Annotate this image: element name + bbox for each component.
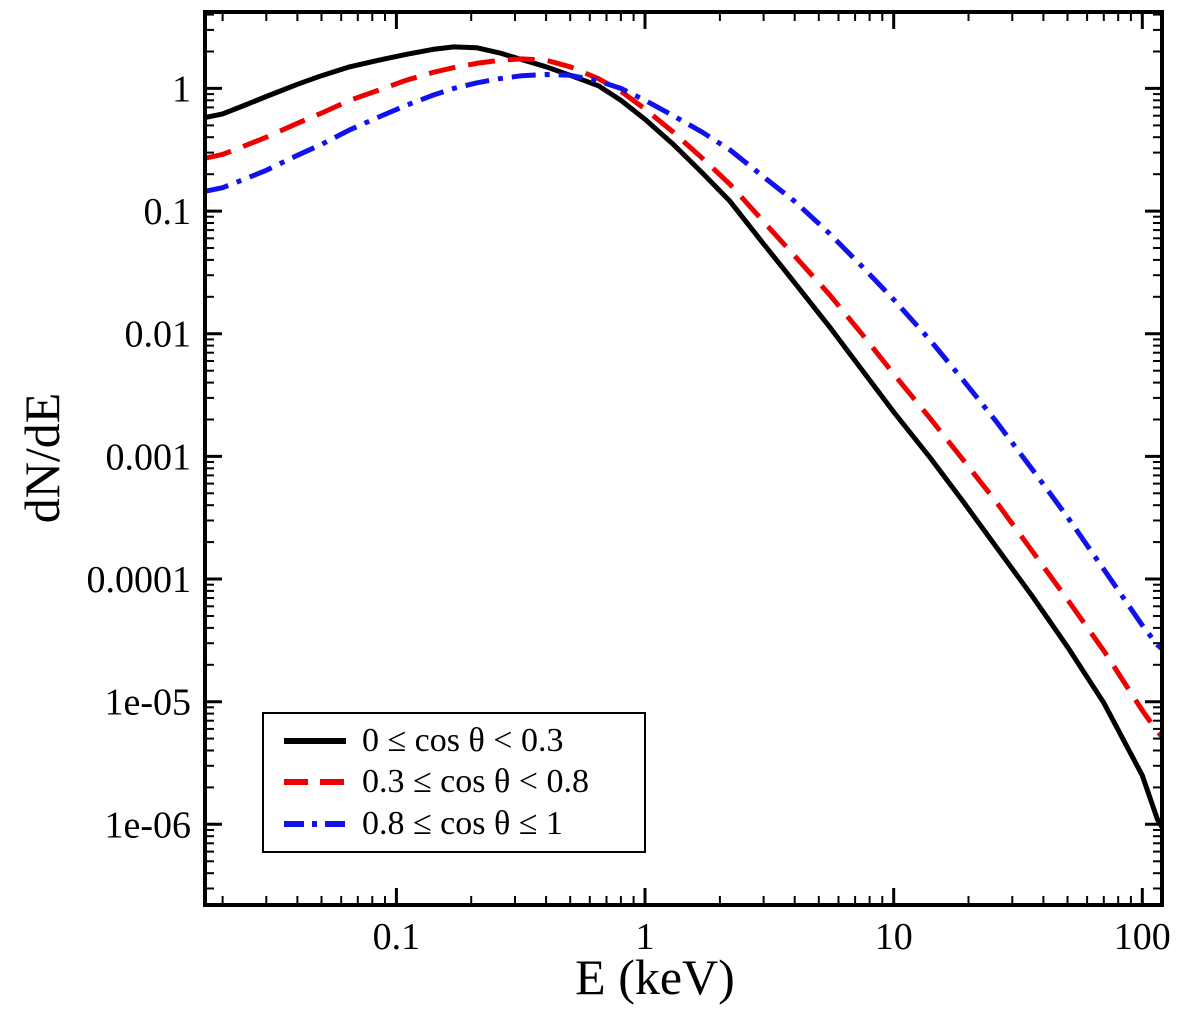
svg-text:0.001: 0.001 (106, 436, 192, 478)
legend: 0 ≤ cos θ < 0.3 0.3 ≤ cos θ < 0.8 0.8 ≤ … (262, 712, 646, 853)
legend-line-solid-black-icon (284, 737, 346, 744)
svg-text:0.0001: 0.0001 (87, 559, 192, 601)
legend-label: 0.3 ≤ cos θ < 0.8 (362, 763, 589, 801)
legend-line-dashdot-blue-icon (284, 821, 346, 828)
svg-text:0.1: 0.1 (373, 916, 421, 958)
legend-item-cos-03-08: 0.3 ≤ cos θ < 0.8 (282, 765, 638, 799)
series-line-0 (205, 44, 1162, 829)
y-axis-title: dN/dE (14, 392, 70, 524)
y-tick-labels: 1 0.1 0.01 0.001 0.0001 1e-05 1e-06 (87, 68, 192, 846)
svg-text:1e-06: 1e-06 (104, 804, 191, 846)
legend-item-cos-08-1: 0.8 ≤ cos θ ≤ 1 (282, 807, 638, 841)
x-tick-labels: 0.1 1 10 100 (373, 916, 1171, 958)
series-line-2 (205, 72, 1162, 651)
svg-text:1: 1 (636, 916, 655, 958)
svg-text:10: 10 (875, 916, 913, 958)
svg-text:0.1: 0.1 (144, 191, 192, 233)
svg-text:100: 100 (1114, 916, 1171, 958)
svg-text:0.01: 0.01 (125, 314, 192, 356)
legend-line-dashed-red-icon (284, 779, 346, 786)
svg-text:1: 1 (172, 68, 191, 110)
legend-label: 0 ≤ cos θ < 0.3 (362, 721, 564, 759)
x-axis-title: E (keV) (575, 949, 735, 1005)
svg-text:1e-05: 1e-05 (104, 682, 191, 724)
legend-label: 0.8 ≤ cos θ ≤ 1 (362, 805, 563, 843)
series-line-1 (205, 56, 1162, 739)
legend-item-cos-0-03: 0 ≤ cos θ < 0.3 (282, 721, 638, 759)
plot-border (203, 10, 1164, 907)
